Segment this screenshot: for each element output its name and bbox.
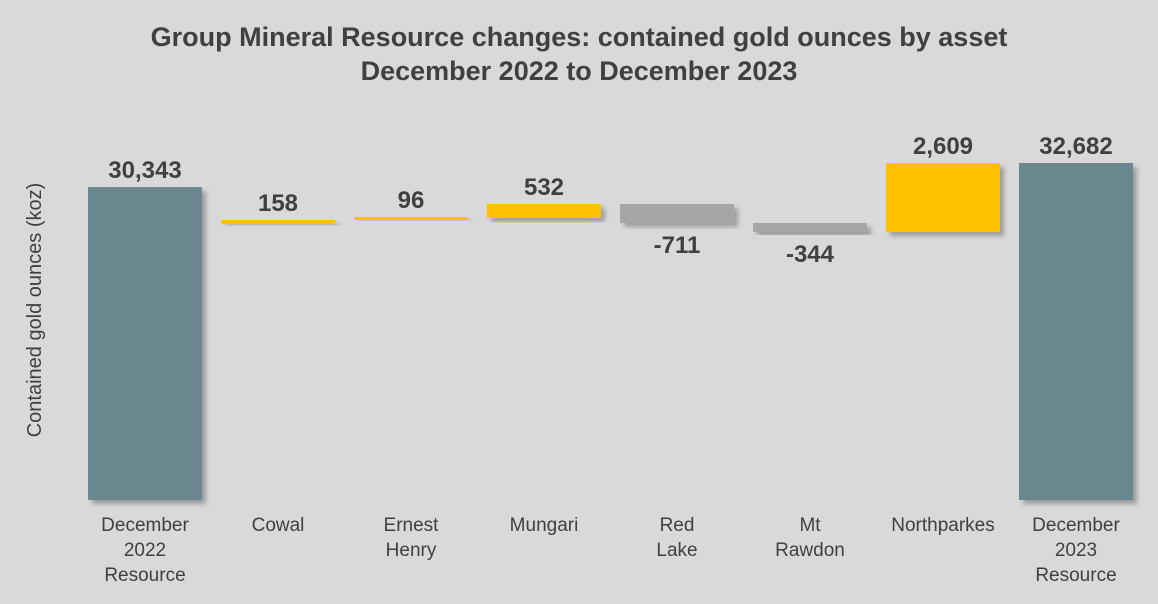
bar-2: [354, 217, 468, 220]
data-label-6: 2,609: [913, 133, 973, 160]
category-label-4-line-0: Red: [660, 515, 695, 536]
category-label-5-line-1: Rawdon: [775, 540, 845, 561]
y-axis-label: Contained gold ounces (koz): [24, 183, 46, 438]
category-label-0-line-1: 2022: [124, 540, 166, 561]
category-label-7-line-1: 2023: [1055, 540, 1097, 561]
category-label-0-line-2: Resource: [104, 565, 185, 586]
category-label-5-line-0: Mt: [799, 515, 821, 536]
category-label-4-line-1: Lake: [656, 540, 697, 561]
data-label-4: -711: [654, 232, 701, 259]
bar-5: [753, 223, 867, 232]
bar-7: [1019, 163, 1133, 500]
data-label-3: 532: [524, 174, 564, 201]
bar-1: [221, 220, 335, 224]
bar-0: [88, 187, 202, 500]
bar-3: [487, 204, 601, 218]
chart-subtitle: December 2022 to December 2023: [360, 56, 798, 86]
data-label-1: 158: [258, 190, 298, 217]
category-label-2-line-1: Henry: [386, 540, 437, 561]
bar-4: [620, 204, 734, 223]
category-label-1-line-0: Cowal: [252, 515, 305, 536]
category-label-6-line-0: Northparkes: [891, 515, 995, 536]
category-label-7-line-0: December: [1032, 515, 1120, 536]
category-label-2-line-0: Ernest: [384, 515, 440, 536]
bar-6: [886, 163, 1000, 232]
category-label-3-line-0: Mungari: [510, 515, 579, 536]
category-label-7-line-2: Resource: [1035, 565, 1116, 586]
chart-title: Group Mineral Resource changes: containe…: [150, 22, 1008, 52]
data-label-0: 30,343: [108, 157, 181, 184]
data-label-2: 96: [398, 187, 425, 214]
data-label-7: 32,682: [1039, 133, 1112, 160]
category-label-0-line-0: December: [101, 515, 189, 536]
data-label-5: -344: [786, 241, 835, 268]
